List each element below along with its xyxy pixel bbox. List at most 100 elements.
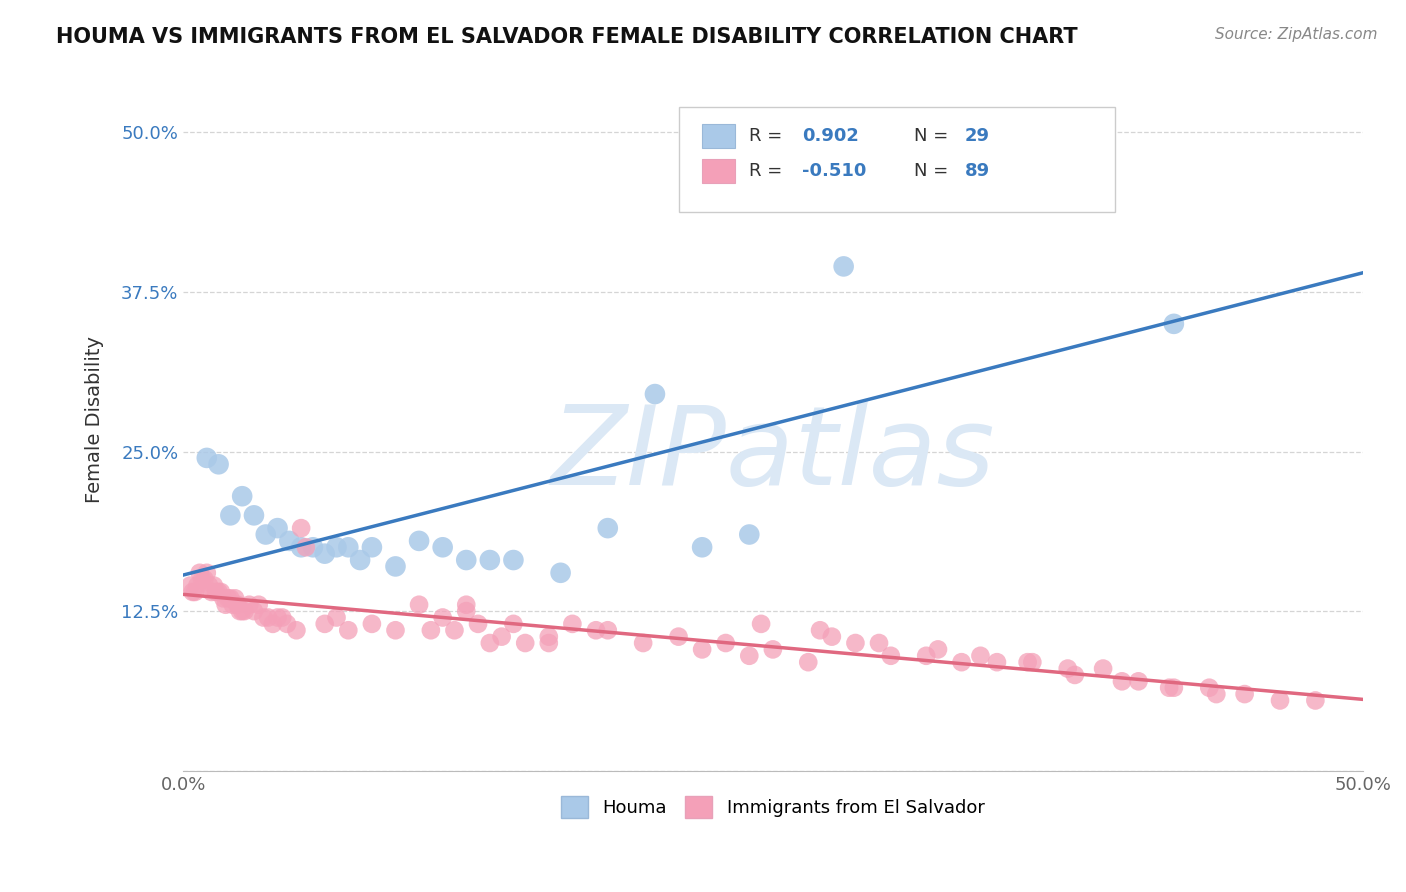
Point xyxy=(224,591,246,606)
Text: ZIPatlas: ZIPatlas xyxy=(551,401,995,508)
Point xyxy=(314,616,336,631)
Point xyxy=(1111,674,1133,689)
Point xyxy=(295,541,318,555)
Point xyxy=(195,566,218,580)
Point xyxy=(325,541,347,555)
Point xyxy=(408,598,430,612)
Text: N =: N = xyxy=(914,127,955,145)
Point xyxy=(432,541,454,555)
FancyBboxPatch shape xyxy=(702,124,735,148)
Point xyxy=(408,533,430,548)
Point xyxy=(195,450,218,465)
Point xyxy=(1063,668,1085,682)
Point xyxy=(714,636,737,650)
Point xyxy=(1233,687,1256,701)
Point xyxy=(179,578,201,592)
Point xyxy=(231,604,253,618)
Point xyxy=(217,591,239,606)
Text: -0.510: -0.510 xyxy=(803,162,866,180)
Point xyxy=(278,533,301,548)
Point xyxy=(184,585,207,599)
Text: Source: ZipAtlas.com: Source: ZipAtlas.com xyxy=(1215,27,1378,42)
Point xyxy=(361,616,384,631)
Point xyxy=(515,636,537,650)
Point xyxy=(1198,681,1220,695)
Point xyxy=(290,541,312,555)
Point xyxy=(797,655,820,669)
Point xyxy=(243,604,266,618)
Point xyxy=(219,508,242,523)
Point xyxy=(186,578,208,592)
Point xyxy=(214,598,236,612)
Point xyxy=(821,630,844,644)
Point xyxy=(361,541,384,555)
Point xyxy=(243,508,266,523)
FancyBboxPatch shape xyxy=(679,107,1115,212)
Point xyxy=(1021,655,1043,669)
Point xyxy=(271,610,294,624)
Point xyxy=(1163,681,1185,695)
Point xyxy=(537,636,560,650)
Point xyxy=(202,578,225,592)
Point xyxy=(561,616,583,631)
Point xyxy=(205,585,228,599)
Point xyxy=(181,585,204,599)
Point xyxy=(419,624,441,638)
Point xyxy=(456,553,478,567)
Legend: Houma, Immigrants from El Salvador: Houma, Immigrants from El Salvador xyxy=(554,789,991,825)
Point xyxy=(456,598,478,612)
Text: 89: 89 xyxy=(965,162,990,180)
Point xyxy=(238,598,260,612)
Point xyxy=(193,572,215,586)
Point xyxy=(252,610,274,624)
Point xyxy=(467,616,489,631)
Point xyxy=(337,624,360,638)
Point xyxy=(596,521,619,535)
Point xyxy=(349,553,371,567)
Point xyxy=(276,616,298,631)
Point xyxy=(478,553,501,567)
Point xyxy=(969,648,991,663)
Point xyxy=(198,578,221,592)
Point xyxy=(868,636,890,650)
Text: N =: N = xyxy=(914,162,955,180)
Point xyxy=(257,610,280,624)
Point xyxy=(233,604,256,618)
Point xyxy=(502,616,524,631)
Point xyxy=(432,610,454,624)
Text: R =: R = xyxy=(749,162,789,180)
Point xyxy=(209,585,232,599)
Point xyxy=(302,541,325,555)
Point xyxy=(491,630,513,644)
Y-axis label: Female Disability: Female Disability xyxy=(86,336,104,503)
Point xyxy=(537,630,560,644)
Point xyxy=(880,648,903,663)
Point xyxy=(690,541,713,555)
Point xyxy=(1159,681,1181,695)
Point xyxy=(738,527,761,541)
Point xyxy=(1069,183,1091,197)
Point xyxy=(222,598,245,612)
Text: 29: 29 xyxy=(965,127,990,145)
Point xyxy=(1305,693,1327,707)
Point xyxy=(1092,662,1115,676)
Point xyxy=(832,260,855,274)
Point xyxy=(762,642,785,657)
Point xyxy=(478,636,501,650)
Point xyxy=(219,591,242,606)
Point xyxy=(915,648,938,663)
Point xyxy=(384,559,406,574)
Text: HOUMA VS IMMIGRANTS FROM EL SALVADOR FEMALE DISABILITY CORRELATION CHART: HOUMA VS IMMIGRANTS FROM EL SALVADOR FEM… xyxy=(56,27,1078,46)
Point xyxy=(254,527,277,541)
Point xyxy=(631,636,654,650)
Text: 0.902: 0.902 xyxy=(803,127,859,145)
Point xyxy=(188,566,211,580)
Point xyxy=(1205,687,1227,701)
Point xyxy=(596,624,619,638)
Point xyxy=(384,624,406,638)
Point xyxy=(262,616,284,631)
Point xyxy=(231,489,253,503)
Point xyxy=(749,616,772,631)
Point xyxy=(226,598,249,612)
Point xyxy=(247,598,270,612)
